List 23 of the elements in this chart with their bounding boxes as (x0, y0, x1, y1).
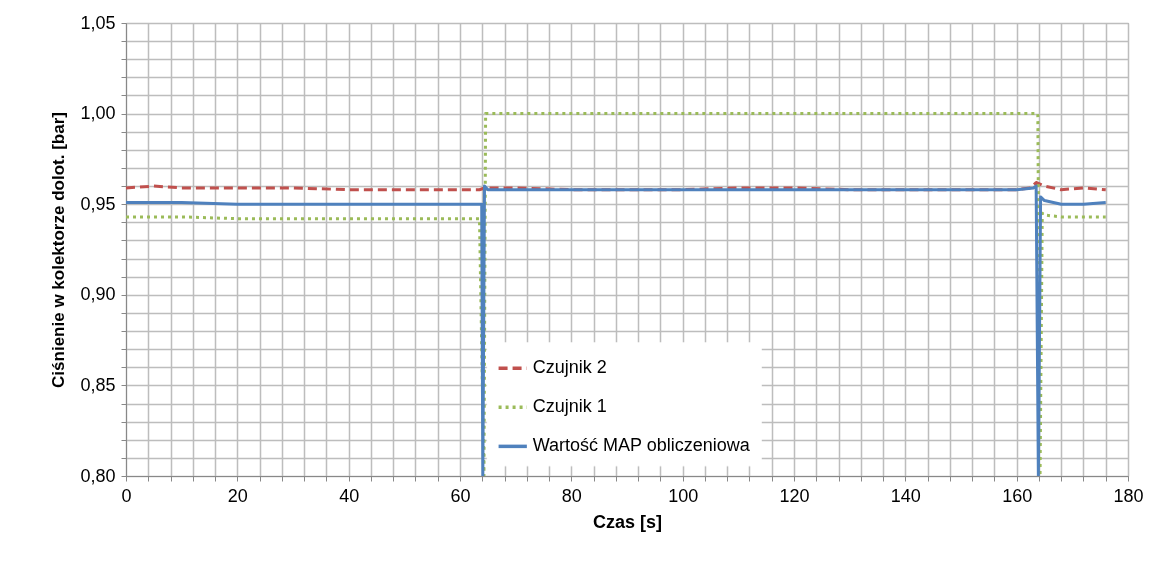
x-tick-label: 60 (450, 485, 471, 506)
x-tick-label: 0 (121, 485, 132, 506)
legend-label: Czujnik 1 (532, 396, 607, 417)
x-tick-label: 100 (668, 485, 699, 506)
x-tick-label: 160 (1002, 485, 1033, 506)
y-tick-label: 1,05 (80, 12, 116, 33)
legend-label: Wartość MAP obliczeniowa (532, 435, 751, 456)
y-tick-label: 0,90 (80, 284, 116, 305)
x-tick-label: 80 (561, 485, 582, 506)
y-tick-label: 0,80 (80, 465, 116, 486)
x-tick-label: 40 (339, 485, 360, 506)
line-series (126, 184, 1108, 476)
x-tick-label: 140 (890, 485, 921, 506)
y-axis-title: Ciśnienie w kolektorze dolot. [bar] (49, 112, 69, 388)
y-tick-label: 0,95 (80, 193, 116, 214)
line-series (126, 112, 1108, 476)
x-tick-label: 20 (227, 485, 248, 506)
y-tick-label: 0,85 (80, 374, 116, 395)
x-tick-label: 120 (779, 485, 810, 506)
y-tick-label: 1,00 (80, 103, 116, 124)
legend-label: Czujnik 2 (532, 357, 607, 378)
x-axis-title: Czas [s] (592, 511, 663, 532)
x-tick-label: 180 (1113, 485, 1144, 506)
